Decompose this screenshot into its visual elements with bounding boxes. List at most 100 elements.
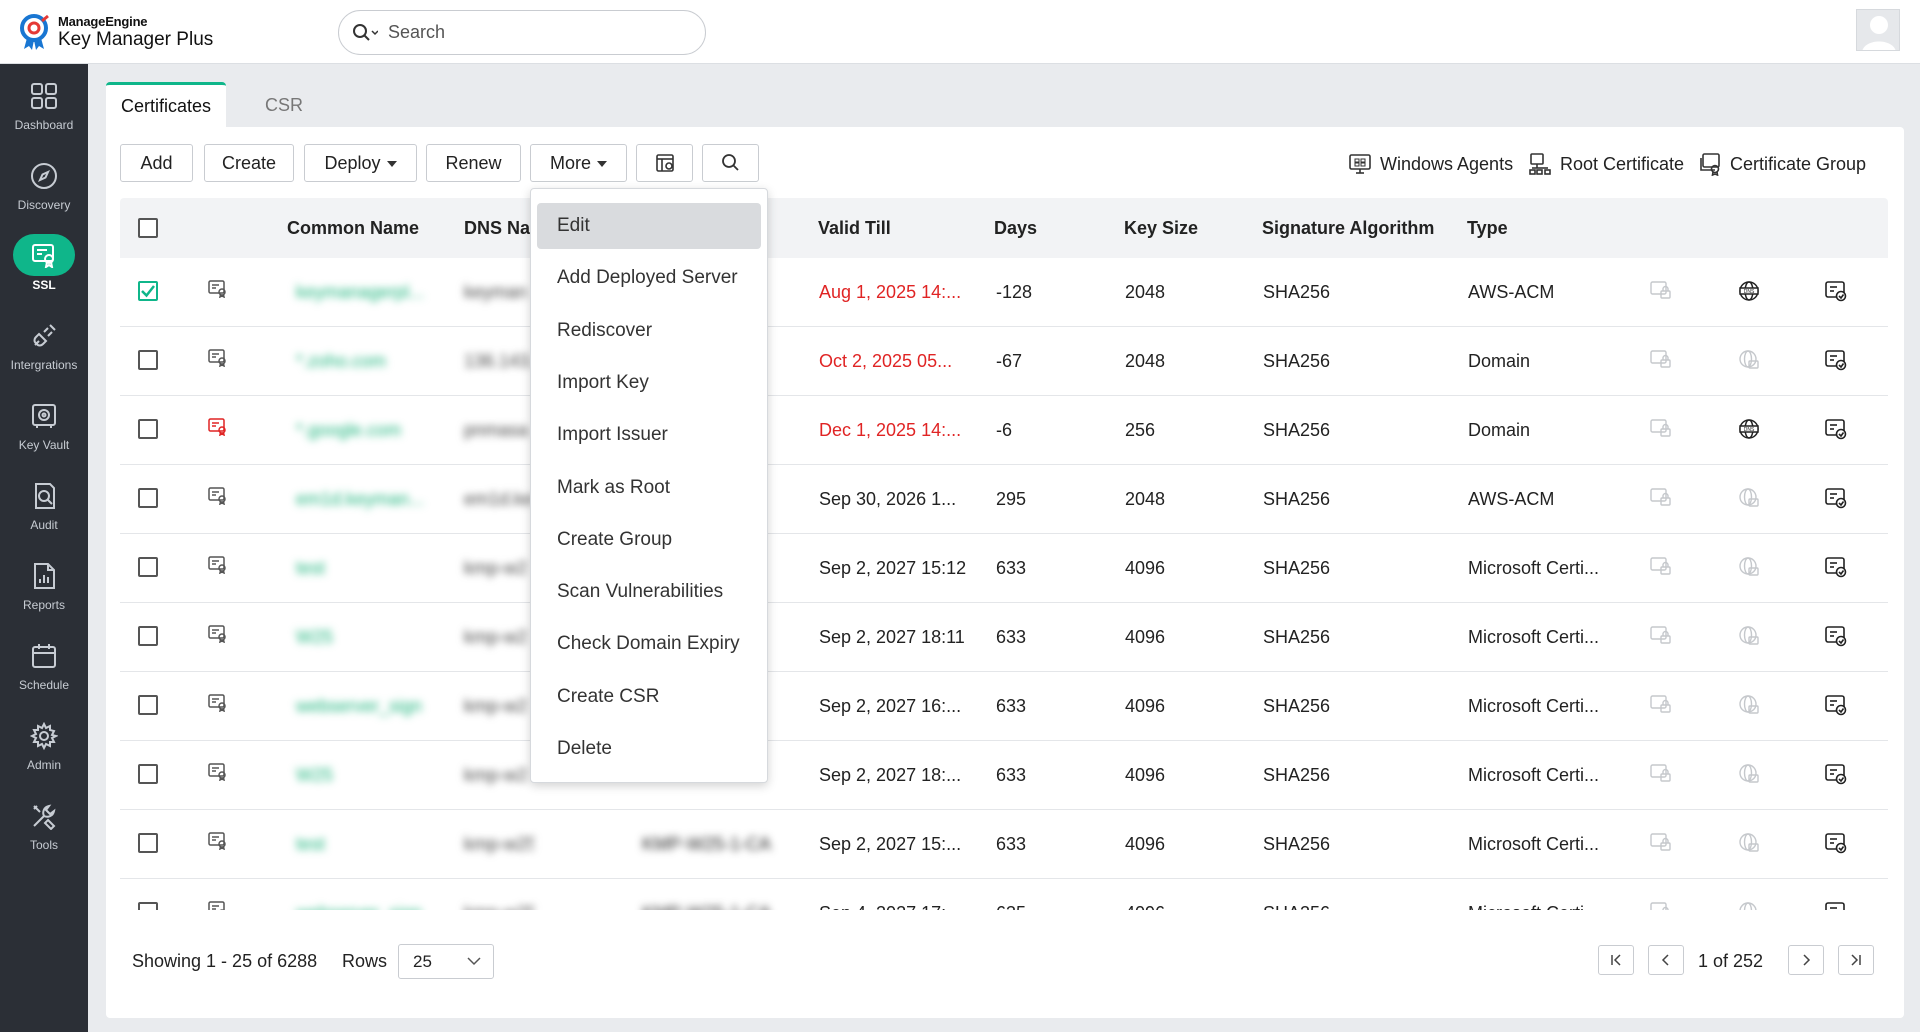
private-key-lock-icon[interactable] [1650,487,1672,512]
certificate-details-icon[interactable] [1824,555,1848,584]
common-name-cell[interactable]: *.zoho.com [296,351,387,371]
column-type[interactable]: Type [1467,218,1508,238]
certificate-details-icon[interactable] [1824,348,1848,377]
menu-item-rediscover[interactable]: Rediscover [557,319,653,341]
certificate-details-icon[interactable] [1824,693,1848,722]
row-checkbox[interactable] [138,488,158,508]
menu-item-import-issuer[interactable]: Import Issuer [557,424,668,446]
table-row[interactable]: webserver_sign kmp-w25-1 KMP-W25-1-CA Sep 4… [120,879,1888,910]
common-name-cell[interactable]: W25 [296,627,334,647]
row-checkbox[interactable] [138,764,158,784]
common-name-cell[interactable]: test [296,834,326,854]
row-checkbox[interactable] [138,833,158,853]
renew-button[interactable]: Renew [426,144,521,182]
dns-icon[interactable] [1738,832,1760,859]
more-button[interactable]: More [530,144,627,182]
search-input[interactable] [388,22,688,43]
private-key-lock-icon[interactable] [1650,832,1672,857]
common-name-cell[interactable]: webserver_sign [296,696,423,716]
sidebar-item-discovery[interactable]: Discovery [0,158,88,228]
sidebar-item-ssl[interactable]: SSL [0,234,88,304]
row-checkbox[interactable] [138,695,158,715]
table-row[interactable]: em1d.keyman... em1d.ke Sep 30, 2026 1... 29… [120,465,1888,534]
menu-item-delete[interactable]: Delete [557,738,612,759]
select-all-checkbox[interactable] [138,218,158,238]
sidebar-item-admin[interactable]: Admin [0,718,88,788]
sidebar-item-integrations[interactable]: Intergrations [0,318,88,388]
dns-icon[interactable] [1738,901,1760,910]
column-key-size[interactable]: Key Size [1124,218,1199,238]
menu-item-create-group[interactable]: Create Group [557,528,673,550]
sidebar-item-schedule[interactable]: Schedule [0,638,88,708]
menu-item-import-key[interactable]: Import Key [557,371,649,393]
row-checkbox[interactable] [138,902,158,910]
column-dns-name[interactable]: DNS Nar [464,218,532,238]
rows-per-page-select[interactable]: 25 [398,944,494,979]
menu-item-create-csr[interactable]: Create CSR [557,685,660,707]
last-page-button[interactable] [1838,945,1874,975]
table-row[interactable]: keymanagerpl... keyman Aug 1, 2025 14:... -… [120,258,1888,327]
certificate-details-icon[interactable] [1824,762,1848,791]
certificate-details-icon[interactable] [1824,486,1848,515]
common-name-cell[interactable]: webserver_sign [296,879,446,910]
certificate-details-icon[interactable] [1824,624,1848,653]
certificate-details-icon[interactable] [1824,279,1848,308]
private-key-lock-icon[interactable] [1650,763,1672,788]
row-checkbox[interactable] [138,350,158,370]
column-common-name[interactable]: Common Name [287,218,420,238]
menu-item-add-deployed-server[interactable]: Add Deployed Server [557,267,738,289]
dns-icon[interactable]: DNS [1738,418,1760,445]
table-row[interactable]: test kmp-w2 Sep 2, 2027 15:12 633 4096 SHA256… [120,534,1888,603]
app-logo[interactable]: ManageEngine Key Manager Plus [18,13,213,51]
private-key-lock-icon[interactable] [1650,349,1672,374]
menu-item-mark-as-root[interactable]: Mark as Root [557,476,670,498]
private-key-lock-icon[interactable] [1650,694,1672,719]
private-key-lock-icon[interactable] [1650,556,1672,581]
common-name-cell[interactable]: em1d.keyman... [296,489,425,509]
row-checkbox[interactable] [138,419,158,439]
menu-item-scan-vulnerabilities[interactable]: Scan Vulnerabilities [557,581,724,603]
next-page-button[interactable] [1788,945,1824,975]
dns-icon[interactable] [1738,556,1760,583]
table-row[interactable]: webserver_sign kmp-w2 Sep 2, 2027 16:... 63… [120,672,1888,741]
row-checkbox[interactable] [138,281,158,301]
common-name-cell[interactable]: keymanagerpl... [296,282,425,302]
private-key-lock-icon[interactable] [1650,625,1672,650]
private-key-lock-icon[interactable] [1650,280,1672,305]
first-page-button[interactable] [1598,945,1634,975]
column-chooser-button[interactable] [636,144,693,182]
private-key-lock-icon[interactable] [1650,901,1672,910]
sidebar-item-dashboard[interactable]: Dashboard [0,78,88,148]
deploy-button[interactable]: Deploy [304,144,417,182]
table-row[interactable]: W25 kmp-w2 Sep 2, 2027 18:11 633 4096 SHA256 M… [120,603,1888,672]
dns-icon[interactable]: DNS [1738,280,1760,307]
table-row[interactable]: W25 kmp-w2 Sep 2, 2027 18:... 633 4096 SHA256… [120,741,1888,810]
user-avatar[interactable] [1856,9,1900,51]
table-row[interactable]: *.google.com pnmasa Dec 1, 2025 14:... -6 25… [120,396,1888,465]
table-row[interactable]: test kmp-w25-1 KMP-W25-1-CA Sep 2, 2027 15:… [120,810,1888,879]
create-button[interactable]: Create [204,144,294,182]
menu-item-check-domain-expiry[interactable]: Check Domain Expiry [557,633,740,655]
common-name-cell[interactable]: W25 [296,765,334,785]
certificate-group-link[interactable]: Certificate Group [1698,150,1866,178]
prev-page-button[interactable] [1648,945,1684,975]
table-search-button[interactable] [702,144,759,182]
table-row[interactable]: *.zoho.com 136.143. Oct 2, 2025 05... -67 20… [120,327,1888,396]
dns-icon[interactable] [1738,694,1760,721]
root-certificate-link[interactable]: Root Certificate [1528,150,1684,178]
dns-icon[interactable] [1738,625,1760,652]
windows-agents-link[interactable]: Windows Agents [1348,150,1513,178]
menu-item-edit[interactable]: Edit [537,203,761,249]
certificate-details-icon[interactable] [1824,417,1848,446]
common-name-cell[interactable]: test [296,558,326,578]
column-valid-till[interactable]: Valid Till [818,218,891,238]
dns-icon[interactable] [1738,487,1760,514]
dns-icon[interactable] [1738,349,1760,376]
row-checkbox[interactable] [138,626,158,646]
add-button[interactable]: Add [120,144,193,182]
column-days[interactable]: Days [994,218,1038,238]
sidebar-item-tools[interactable]: Tools [0,798,88,868]
certificate-details-icon[interactable] [1824,900,1848,910]
column-signature-algorithm[interactable]: Signature Algorithm [1262,218,1435,238]
tab-certificates[interactable]: Certificates [106,82,226,128]
